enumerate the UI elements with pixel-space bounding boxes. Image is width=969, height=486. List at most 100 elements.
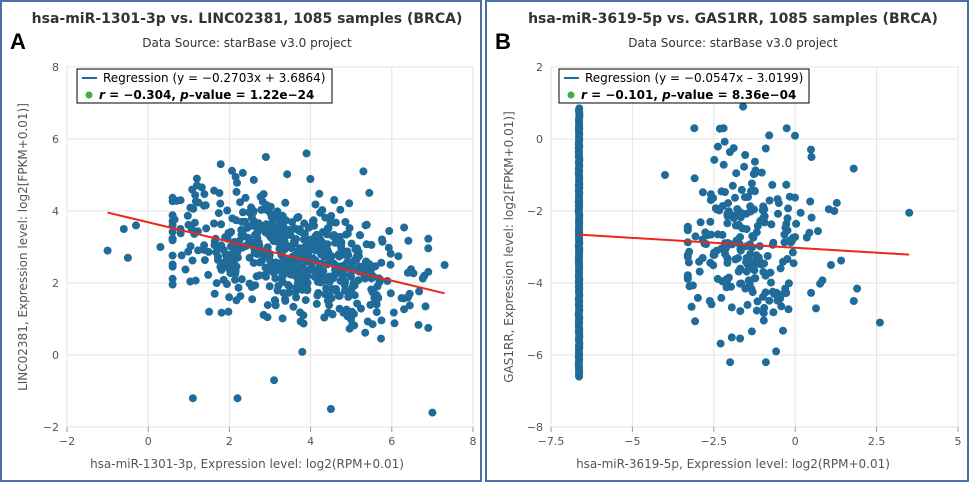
scatter-point [853,284,862,293]
x-tick-label: 5 [955,435,962,448]
scatter-point [782,124,791,133]
scatter-point [747,179,756,188]
scatter-point [768,180,777,189]
scatter-point [272,237,281,246]
scatter-point [403,268,412,277]
scatter-point [713,230,722,239]
scatter-point [188,394,197,403]
scatter-point [296,317,305,326]
scatter-point [313,291,322,300]
scatter-point [742,267,751,276]
scatter-point [727,303,736,312]
scatter-point [377,334,385,343]
scatter-point [328,310,337,319]
scatter-point [384,243,393,252]
scatter-point [796,208,805,217]
scatter-point [696,218,705,227]
scatter-point [168,234,177,243]
scatter-point [731,193,739,202]
scatter-point [731,255,740,264]
scatter-point [685,247,694,256]
chart-a-legend-stats: r = −0.304, p–value = 1.22e−24 [99,88,314,102]
scatter-point [788,234,797,243]
scatter-point [283,170,292,179]
scatter-point [372,300,381,309]
scatter-point [334,291,343,300]
scatter-point [386,260,395,269]
scatter-point [273,286,282,295]
scatter-point [362,257,371,266]
scatter-point [807,213,816,222]
scatter-point [300,219,309,228]
scatter-point [330,196,339,204]
scatter-point [726,358,735,367]
scatter-point [307,265,316,274]
chart-b-title: hsa-miR-3619-5p vs. GAS1RR, 1085 samples… [528,11,938,27]
scatter-point [807,153,816,161]
chart-a-plot-area [66,66,474,428]
scatter-point [336,205,345,214]
chart-a-legend-r: r [99,88,106,102]
scatter-point [723,277,731,286]
scatter-point [289,302,298,311]
chart-b-legend-stats: r = −0.101, p–value = 8.36e−04 [581,88,796,102]
scatter-point [752,306,761,315]
scatter-point [421,302,430,311]
scatter-point [320,313,329,322]
scatter-point [241,193,250,202]
scatter-point [849,164,858,173]
scatter-point [695,267,704,276]
chart-b-grid [550,66,959,428]
scatter-point [805,228,814,237]
scatter-point [214,209,223,218]
scatter-point [354,263,363,272]
scatter-point [221,233,230,242]
scatter-point [424,234,433,243]
scatter-point [750,169,759,178]
scatter-point [719,160,728,169]
scatter-point [226,250,234,259]
scatter-point [372,308,381,317]
scatter-point [310,245,319,254]
scatter-point [773,296,782,305]
scatter-point [832,198,841,207]
scatter-point [168,274,177,283]
scatter-point [321,290,330,299]
scatter-point [210,219,218,228]
scatter-point [386,249,395,258]
scatter-point [749,231,758,240]
scatter-point [303,286,312,295]
scatter-point [119,225,128,233]
scatter-point [420,271,429,280]
chart-b-plot-area [550,66,959,428]
scatter-point [283,262,292,271]
chart-a-svg: A hsa-miR-1301-3p vs. LINC02381, 1085 sa… [10,11,477,471]
scatter-point [312,299,321,308]
y-tick-label: 2 [536,61,543,74]
scatter-point [742,242,751,251]
scatter-point [285,242,294,251]
scatter-point [285,282,294,291]
scatter-point [319,267,328,276]
scatter-point [693,293,702,302]
scatter-point [386,289,395,298]
scatter-point [394,252,403,261]
scatter-point [363,317,372,326]
scatter-point [349,279,358,288]
scatter-point [251,281,260,290]
scatter-point [706,190,715,199]
x-tick-label: −2 [59,435,75,448]
chart-a-legend-p-value: –value = 1.22e−24 [189,88,315,102]
scatter-point [837,256,846,265]
scatter-point [345,224,354,233]
scatter-point [759,316,768,325]
scatter-point [905,208,914,217]
chart-a-title: hsa-miR-1301-3p vs. LINC02381, 1085 samp… [32,11,463,27]
scatter-point [217,220,226,229]
scatter-point [271,301,280,310]
scatter-point [806,197,815,206]
scatter-point [688,281,697,290]
scatter-point [415,287,424,296]
scatter-point [302,149,311,158]
scatter-point [377,316,386,325]
